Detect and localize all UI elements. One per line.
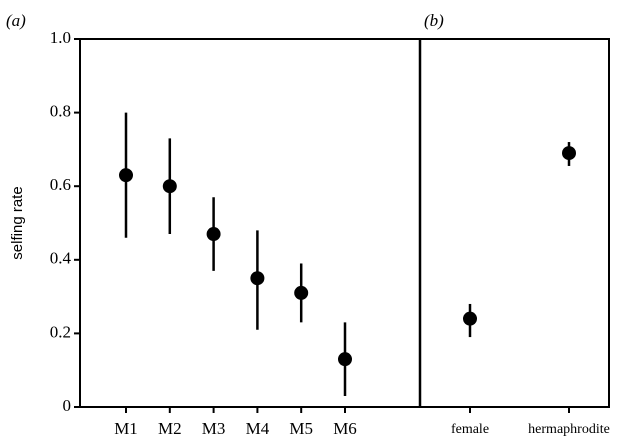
x-tick-label: hermaphrodite [528,422,610,437]
y-tick-label: 0 [63,396,72,415]
x-tick-label: M5 [289,419,313,438]
x-tick-label: M1 [114,419,138,438]
point [294,285,309,300]
y-tick-label: 0.8 [50,102,71,121]
x-tick-label: female [451,422,489,437]
y-axis-label: selfing rate [9,186,26,259]
x-tick-label: M6 [333,419,357,438]
point [119,168,133,183]
x-tick-label: M4 [246,419,270,438]
panel-label: (b) [424,11,444,30]
y-tick-label: 0.4 [50,249,72,268]
point [206,227,221,242]
y-tick-label: 1.0 [50,28,71,47]
point [463,311,477,326]
x-tick-label: M2 [158,419,182,438]
point [562,146,576,161]
y-tick-label: 0.6 [50,175,71,194]
point [250,271,265,286]
y-tick-label: 0.2 [50,322,71,341]
point [162,179,177,194]
panel-label: (a) [6,11,26,30]
point [338,352,352,367]
x-tick-label: M3 [202,419,226,438]
